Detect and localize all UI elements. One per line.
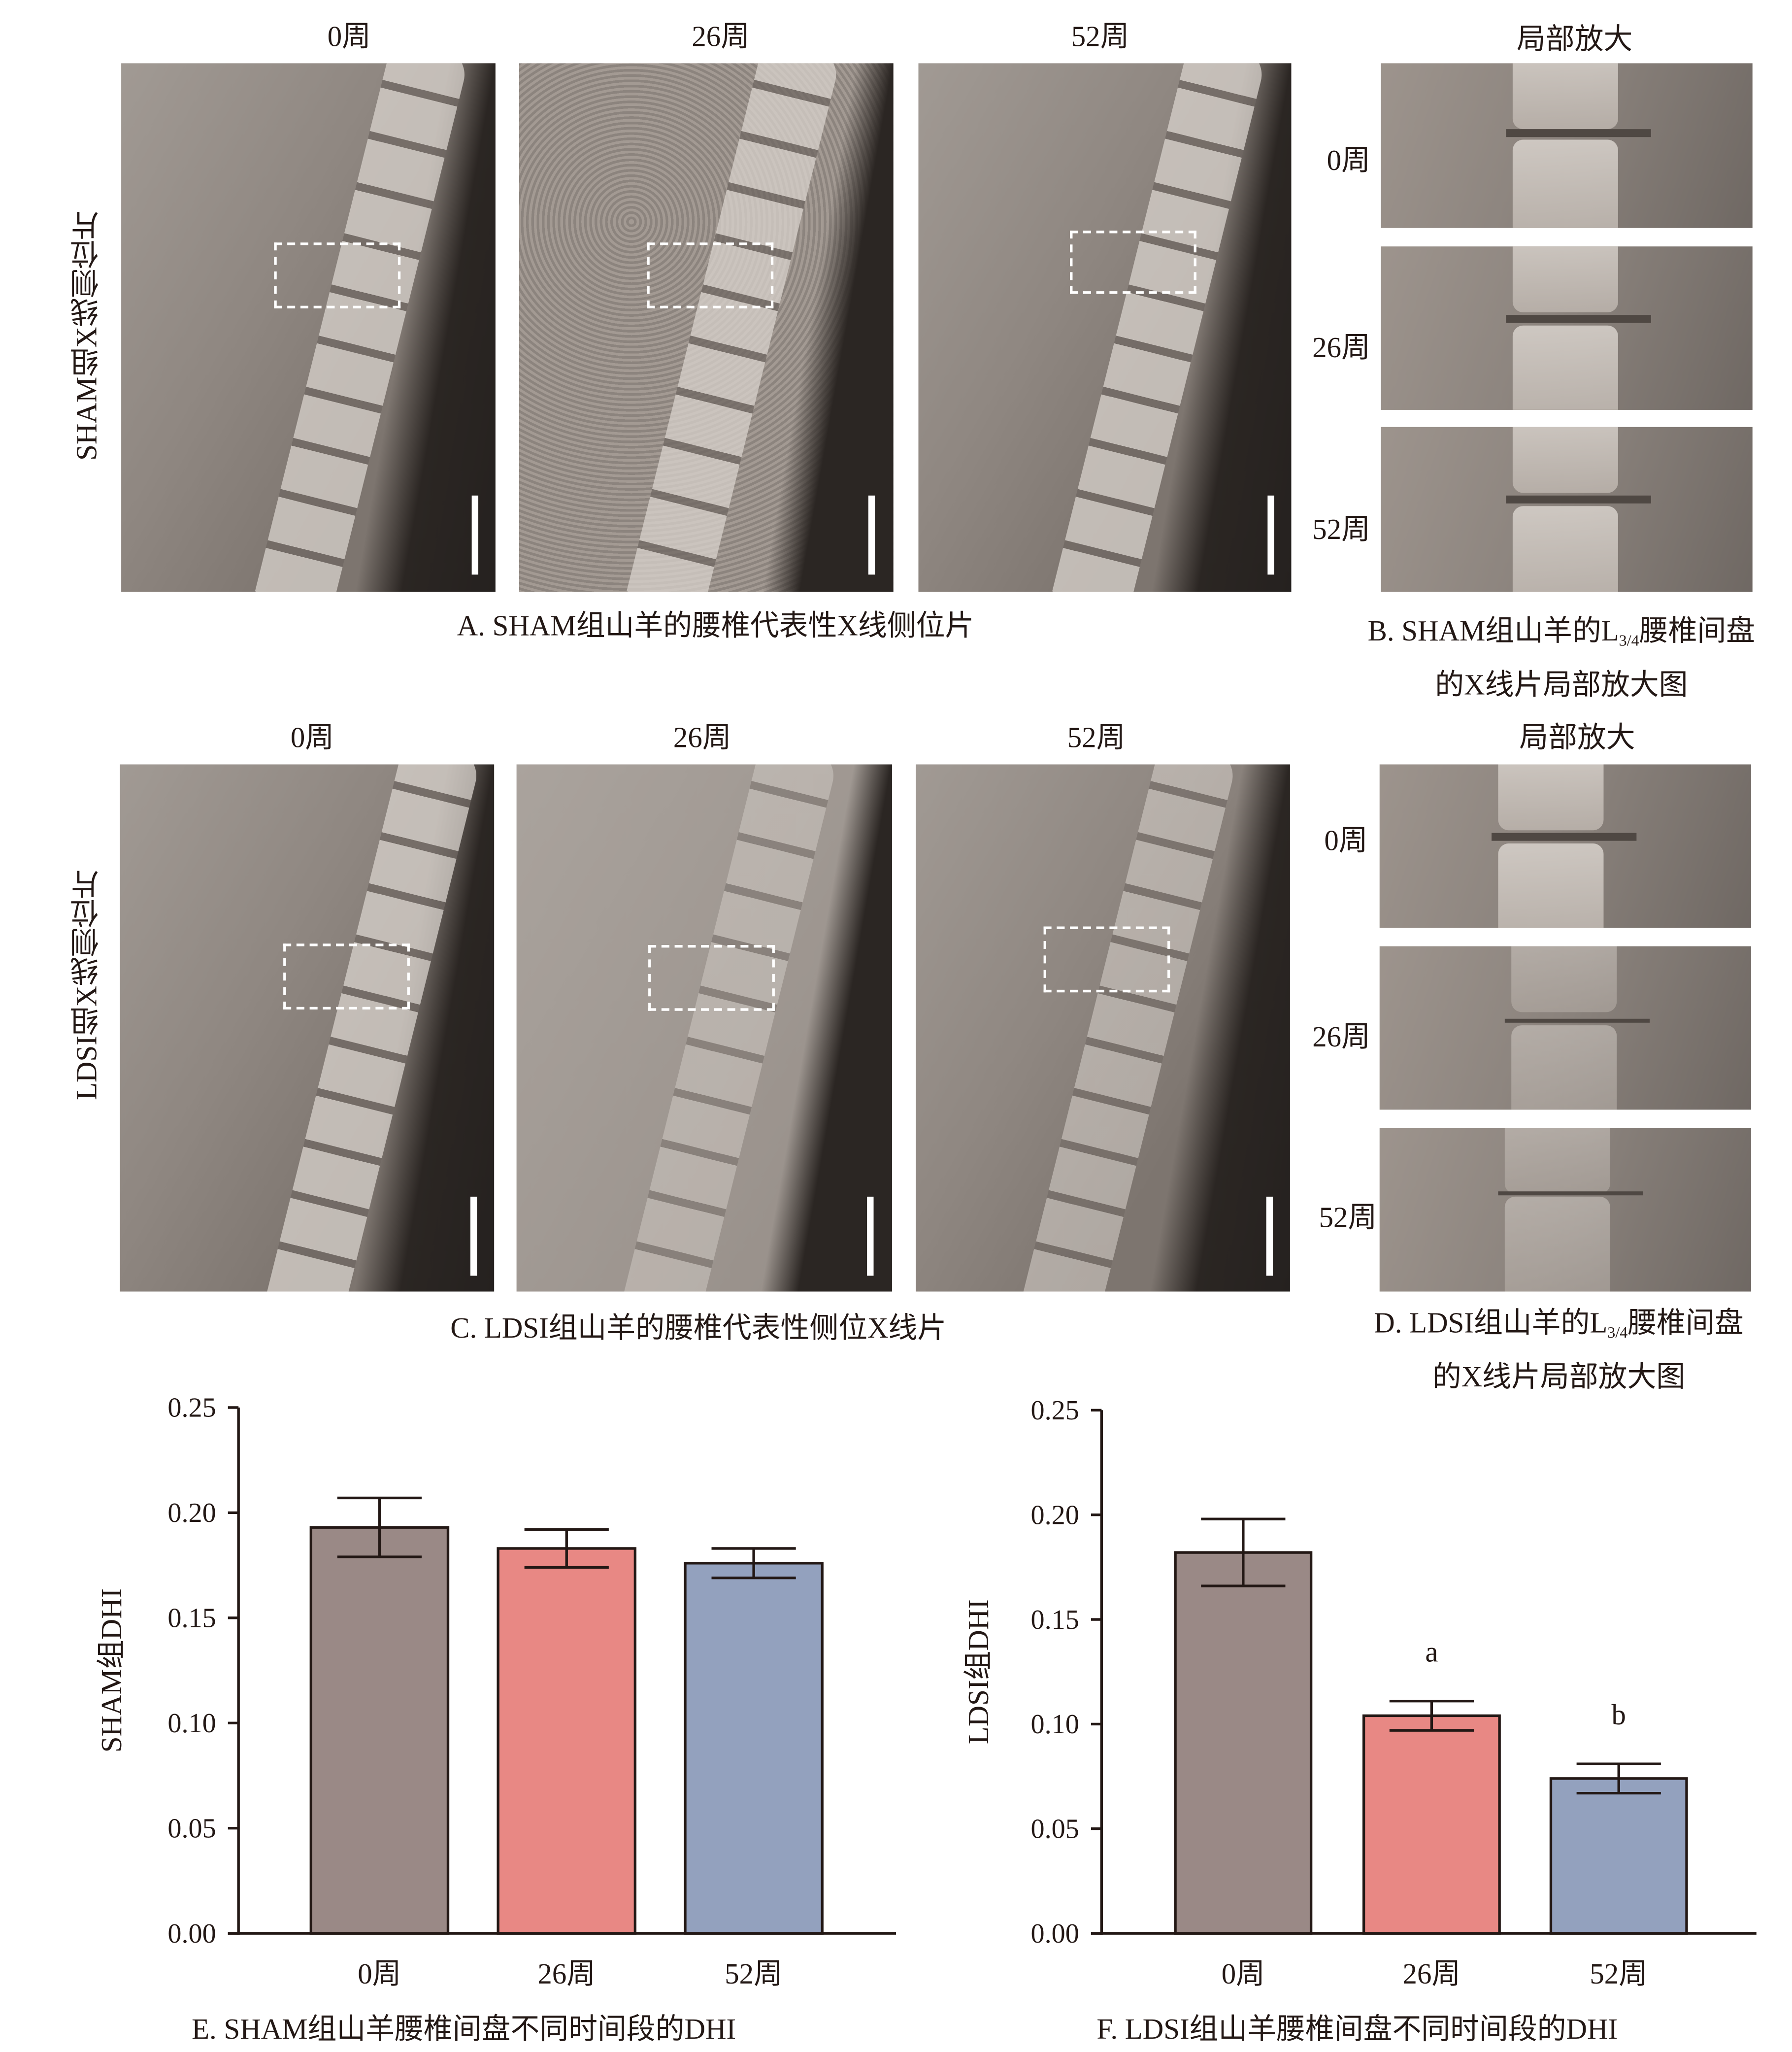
zoom-sham-52w [1381,427,1753,592]
x-tick-label: 0周 [1222,1958,1265,1990]
panel-d-row-26: 26周 [1312,1020,1370,1053]
xray-sham-26w [519,63,894,592]
caption-subscript: 3/4 [1607,1323,1628,1342]
y-tick-label: 0.00 [167,1918,216,1949]
panel-b-row-52: 52周 [1312,512,1370,546]
y-axis-label: LDSI组DHI [962,1599,995,1744]
panel-c-header-0: 0周 [290,721,334,754]
scale-bar [868,495,875,575]
x-tick-label: 26周 [537,1958,596,1990]
scale-bar [1267,495,1274,575]
zoom-sham-26w [1381,246,1753,410]
x-tick-label: 26周 [1403,1958,1461,1990]
caption-text: 腰椎间盘 [1627,1306,1744,1339]
panel-a-caption: A. SHAM组山羊的腰椎代表性X线侧位片 [457,608,974,642]
significance-label: a [1425,1636,1438,1668]
xray-ldsi-0w [120,764,495,1292]
caption-subscript: 3/4 [1619,631,1639,650]
xray-ldsi-26w [516,764,892,1292]
panel-d-row-52: 52周 [1319,1200,1377,1234]
xray-ldsi-52w [916,764,1290,1292]
panel-a-side-label: SHAM组X线侧位片 [69,211,103,461]
y-tick-label: 0.05 [167,1813,216,1844]
panel-d-header: 局部放大 [1519,721,1635,754]
x-tick-label: 52周 [725,1958,783,1990]
panel-b-caption: B. SHAM组山羊的L3/4腰椎间盘的X线片局部放大图 [1368,609,1756,708]
xray-sham-52w [918,63,1292,592]
y-tick-label: 0.25 [167,1393,216,1423]
significance-label: b [1612,1699,1626,1731]
y-tick-label: 0.20 [167,1498,216,1528]
panel-c-header-52: 52周 [1067,721,1126,754]
panel-a-header-26: 26周 [692,20,750,53]
zoom-sham-0w [1381,63,1753,228]
y-tick-label: 0.10 [167,1708,216,1739]
roi-box [1070,231,1196,294]
x-tick-label: 0周 [358,1958,401,1990]
panel-c-header-26: 26周 [673,721,731,754]
panel-d-row-0: 0周 [1324,823,1368,857]
y-axis-label: SHAM组DHI [96,1588,128,1752]
scale-bar [470,1196,477,1276]
panel-a-header-52: 52周 [1071,20,1129,53]
y-tick-label: 0.15 [1031,1605,1079,1635]
zoom-ldsi-0w [1379,764,1752,928]
bar-26周 [497,1547,637,1935]
roi-box [647,242,774,308]
caption-text: B. SHAM组山羊的L [1367,614,1619,647]
scale-bar [867,1196,874,1276]
caption-text: 腰椎间盘 [1639,614,1756,647]
roi-box [283,943,410,1010]
bar-0周 [1174,1551,1313,1935]
panel-c-side-label: LDSI组X线侧位片 [69,870,103,1101]
y-tick-label: 0.25 [1031,1395,1079,1426]
y-tick-label: 0.05 [1031,1814,1079,1845]
scale-bar [1266,1196,1273,1276]
zoom-ldsi-52w [1379,1128,1752,1292]
bar-0周 [309,1526,450,1935]
chart-caption: F. LDSI组山羊腰椎间盘不同时间段的DHI [1096,2013,1618,2045]
caption-text: 的X线片局部放大图 [1432,1360,1686,1393]
panel-b-row-0: 0周 [1327,143,1370,177]
roi-box [274,242,401,308]
panel-b-row-26: 26周 [1312,331,1370,364]
y-tick-label: 0.20 [1031,1500,1079,1530]
y-tick-label: 0.15 [167,1603,216,1634]
scale-bar [471,495,479,575]
panel-d-caption: D. LDSI组山羊的L3/4腰椎间盘的X线片局部放大图 [1374,1301,1744,1400]
y-tick-label: 0.00 [1031,1918,1079,1949]
bar-52周 [684,1562,824,1935]
roi-box [648,944,775,1011]
panel-b-header: 局部放大 [1516,22,1633,56]
xray-sham-0w [121,63,496,592]
zoom-ldsi-26w [1379,946,1752,1110]
panel-a-header-0: 0周 [327,20,371,53]
caption-text: D. LDSI组山羊的L [1374,1306,1608,1339]
y-tick-label: 0.10 [1031,1709,1079,1740]
roi-box [1043,926,1170,993]
bar-26周 [1362,1714,1501,1935]
bar-52周 [1549,1777,1688,1935]
chart-f-ldsi-dhi: 0.00 0.05 0.10 0.15 0.20 0.25 0周 26周 a 52周 b LDSI组D… [962,1395,1757,2045]
caption-text: 的X线片局部放大图 [1435,668,1688,702]
chart-caption: E. SHAM组山羊腰椎间盘不同时间段的DHI [192,2013,736,2045]
chart-e-sham-dhi: 0.00 0.05 0.10 0.15 0.20 0.25 0周 26周 52周 SHAM组DHI… [96,1393,896,2045]
panel-c-caption: C. LDSI组山羊的腰椎代表性侧位X线片 [450,1311,947,1345]
x-tick-label: 52周 [1590,1958,1648,1990]
